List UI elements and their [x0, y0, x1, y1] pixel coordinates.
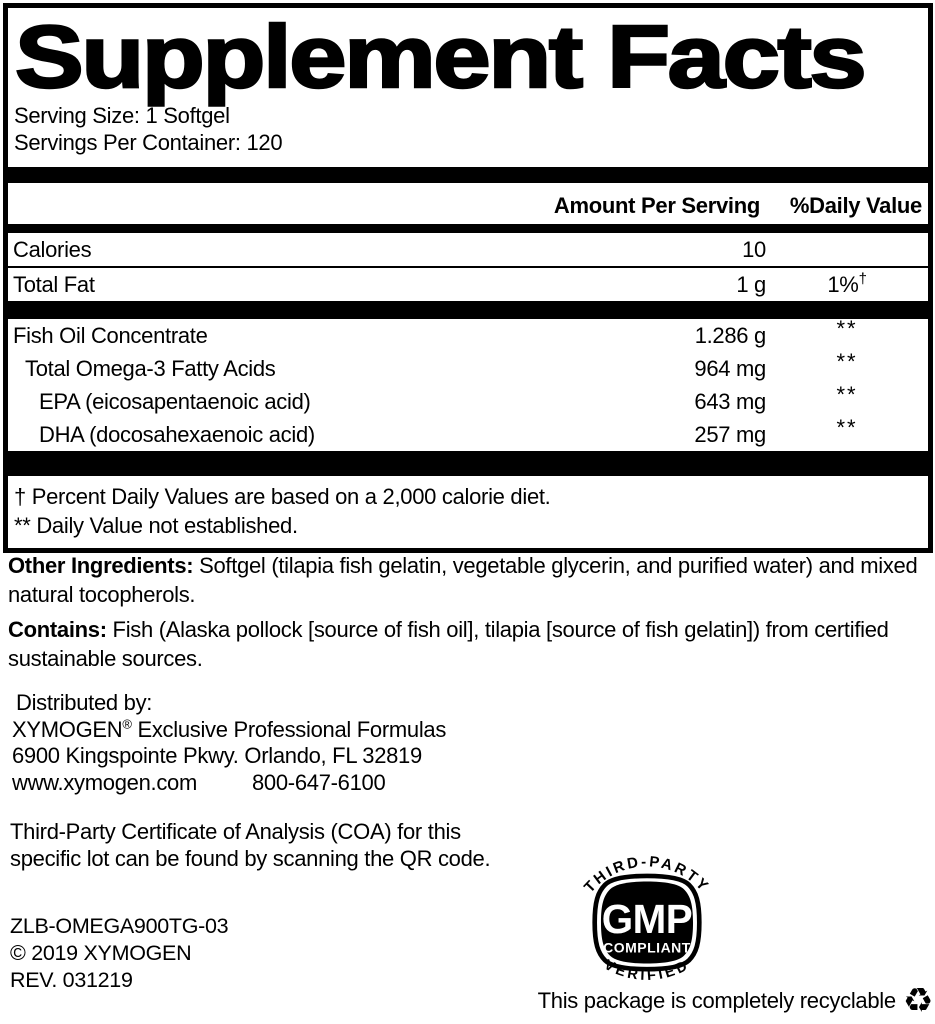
header-daily-value: %Daily Value [789, 193, 922, 218]
badge-compliant-text: COMPLIANT [603, 940, 691, 956]
table-row-epa: EPA (eicosapentaenoic acid) 643 mg ** [8, 382, 928, 418]
asterisks-symbol: ** [836, 348, 858, 374]
recycle-icon: ♻ [902, 981, 933, 1021]
row-dv: ** [766, 316, 928, 349]
row-dv: 1%† [766, 270, 928, 298]
table-row-omega3: Total Omega-3 Fatty Acids 964 mg ** [8, 349, 928, 385]
other-ingredients-text: Softgel (tilapia fish gelatin, vegetable… [8, 553, 918, 607]
table-row-fish-oil: Fish Oil Concentrate 1.286 g ** [8, 316, 928, 352]
divider-bar-thick [8, 451, 928, 476]
table-header-row: Amount Per Serving %Daily Value [8, 183, 928, 224]
page-title: Supplement Facts [14, 7, 869, 106]
footnotes: † Percent Daily Values are based on a 2,… [8, 476, 928, 542]
allergen-contains: Contains: Fish (Alaska pollock [source o… [8, 615, 922, 673]
row-name: Total Fat [13, 271, 95, 297]
brand-tagline: Exclusive Professional Formulas [131, 716, 447, 742]
footnote-daily-value: † Percent Daily Values are based on a 2,… [14, 484, 551, 509]
divider-hairline [8, 266, 928, 268]
other-ingredients-label: Other Ingredients: [8, 553, 194, 578]
divider-bar-thick [8, 301, 928, 319]
row-amount: 1.286 g [694, 322, 767, 348]
table-row-total-fat: Total Fat 1 g 1%† [8, 268, 928, 301]
website-url: www.xymogen.com [12, 769, 198, 795]
revision-code: REV. 031219 [10, 968, 133, 992]
table-row-dha: DHA (docosahexaenoic acid) 257 mg ** [8, 415, 928, 451]
asterisks-symbol: ** [836, 381, 858, 407]
badge-shield-fill [600, 881, 694, 964]
sku-code: ZLB-OMEGA900TG-03 [10, 914, 229, 938]
row-name: Total Omega-3 Fatty Acids [25, 355, 276, 381]
row-amount: 643 mg [694, 388, 766, 414]
coa-note: Third-Party Certificate of Analysis (COA… [10, 819, 491, 871]
recyclable-note: This package is completely recyclable ♻ [537, 981, 934, 1021]
distributor-address: 6900 Kingspointe Pkwy. Orlando, FL 32819 [12, 743, 422, 768]
row-amount: 1 g [736, 271, 766, 297]
other-ingredients: Other Ingredients: Softgel (tilapia fish… [8, 551, 922, 609]
row-dv: ** [766, 415, 928, 448]
recyclable-text: This package is completely recyclable [537, 988, 896, 1013]
row-dv: ** [766, 349, 928, 382]
gmp-compliant-badge: THIRD-PARTY GMP COMPLIANT VERIFIED [576, 849, 718, 994]
dagger-symbol: † [858, 270, 867, 288]
asterisks-symbol: ** [836, 315, 858, 341]
header-amount-per-serving: Amount Per Serving [553, 193, 760, 218]
row-name: Calories [13, 236, 92, 262]
dv-value: 1% [827, 271, 859, 297]
divider-bar-thick [8, 167, 928, 183]
row-name: EPA (eicosapentaenoic acid) [39, 388, 311, 414]
distributor-block: Distributed by: XYMOGEN® Exclusive Profe… [12, 690, 446, 796]
distributed-by: Distributed by: [16, 690, 153, 715]
gmp-badge-icon: THIRD-PARTY GMP COMPLIANT VERIFIED [581, 853, 710, 984]
copyright-line: © 2019 XYMOGEN [10, 941, 192, 965]
product-codes: ZLB-OMEGA900TG-03 © 2019 XYMOGEN REV. 03… [10, 913, 229, 994]
supplement-facts-panel: Supplement Facts Serving Size: 1 Softgel… [3, 3, 933, 553]
asterisks-symbol: ** [836, 414, 858, 440]
footnote-not-established: ** Daily Value not established. [14, 513, 298, 538]
contains-label: Contains: [8, 617, 107, 642]
row-amount: 10 [742, 236, 766, 262]
divider-bar-medium [8, 224, 928, 233]
row-name: Fish Oil Concentrate [13, 322, 208, 348]
brand-name: XYMOGEN [12, 716, 123, 742]
row-amount: 964 mg [694, 355, 766, 381]
phone-number: 800-647-6100 [252, 769, 386, 795]
contact-line: www.xymogen.com 800-647-6100 [12, 770, 446, 797]
row-name: DHA (docosahexaenoic acid) [39, 421, 315, 447]
distributor-brand-line: XYMOGEN® Exclusive Professional Formulas [12, 717, 446, 744]
badge-gmp-text: GMP [602, 896, 692, 942]
registered-mark: ® [122, 716, 132, 732]
contains-text: Fish (Alaska pollock [source of fish oil… [8, 617, 889, 671]
table-row-calories: Calories 10 [8, 233, 928, 266]
serving-size: Serving Size: 1 Softgel [14, 103, 230, 128]
row-dv: ** [766, 382, 928, 415]
row-amount: 257 mg [694, 421, 766, 447]
servings-per-container: Servings Per Container: 120 [14, 130, 283, 155]
